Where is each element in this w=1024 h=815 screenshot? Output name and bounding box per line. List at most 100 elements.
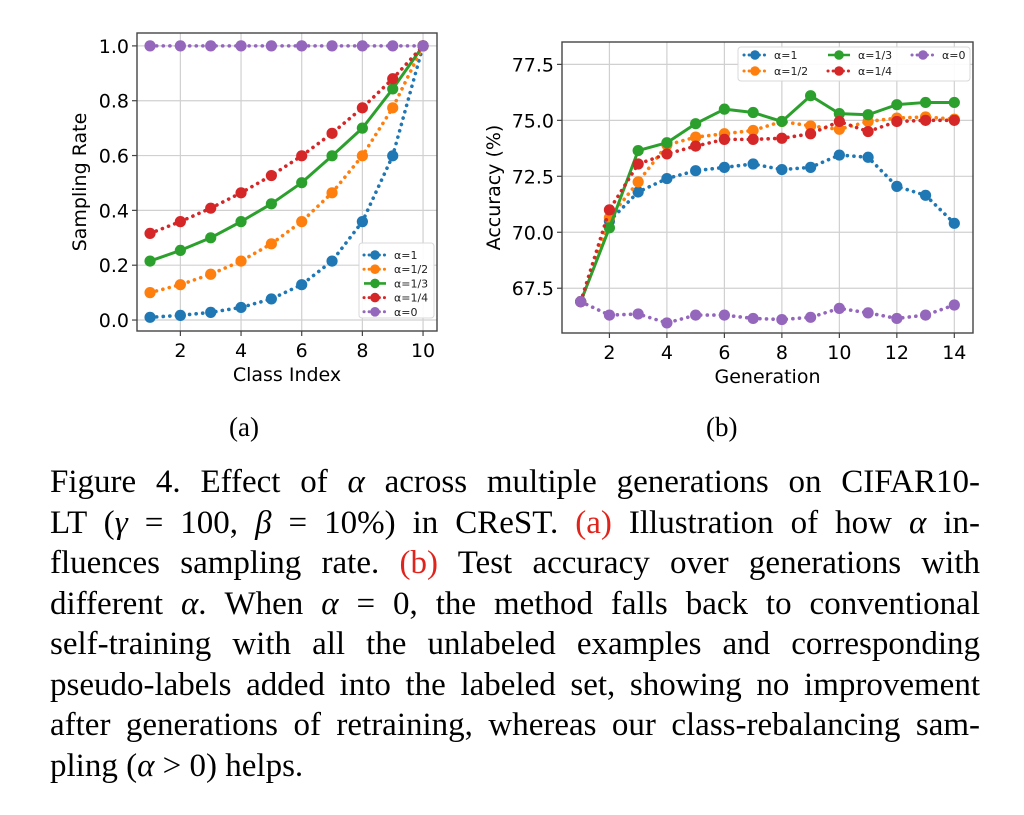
figure-charts: 2 4 6 8 10 0.0 0.2 0.4 0.6 0.8 1.0 Class Index Sampl… xyxy=(69,32,974,388)
data-point xyxy=(235,40,247,52)
y-tick-label: 72.5 xyxy=(512,166,554,188)
caption-text: . When xyxy=(198,585,322,622)
series-α=1 xyxy=(144,40,429,323)
series-α=1/4 xyxy=(575,114,960,308)
legend-marker-dot xyxy=(370,264,380,275)
data-point xyxy=(632,186,644,198)
legend-label: α=0 xyxy=(942,49,965,62)
data-point xyxy=(265,40,277,52)
legend-label: α=1/4 xyxy=(858,65,892,78)
y-tick-label: 0.4 xyxy=(99,200,129,222)
series-line xyxy=(578,118,957,304)
data-point xyxy=(747,106,759,119)
x-tick-label: 10 xyxy=(411,340,435,362)
x-tick-label: 2 xyxy=(174,340,186,362)
x-tick-label: 2 xyxy=(603,342,615,364)
x-tick-label: 12 xyxy=(885,342,909,364)
axes-frame xyxy=(561,41,974,334)
x-tick-label: 4 xyxy=(235,340,247,362)
y-tick-label: 67.5 xyxy=(512,278,554,300)
data-point xyxy=(603,204,616,216)
legend-label: α=1/4 xyxy=(394,292,428,305)
caption-line: pling (α > 0) helps. xyxy=(50,746,980,787)
data-point xyxy=(205,268,217,280)
data-point xyxy=(296,40,308,52)
data-point xyxy=(891,115,903,128)
legend-entry: α=1/4 xyxy=(362,292,428,305)
data-point xyxy=(948,114,960,126)
data-point xyxy=(632,176,644,188)
subfigure-reference-link[interactable]: (b) xyxy=(399,545,438,581)
series-line xyxy=(578,115,957,304)
legend-entry: α=1/2 xyxy=(362,263,428,276)
data-point xyxy=(805,311,817,323)
x-tick-label: 8 xyxy=(356,340,368,362)
x-axis-title: Class Index xyxy=(233,364,341,386)
data-point xyxy=(919,189,932,201)
caption-line: different α. When α = 0, the method fall… xyxy=(50,584,980,625)
data-point xyxy=(718,309,730,321)
caption-text: LT ( xyxy=(50,504,115,541)
axes-frame xyxy=(136,32,438,332)
data-point xyxy=(174,309,186,321)
math-symbol: α xyxy=(137,747,155,784)
x-tick-label: 8 xyxy=(776,342,788,364)
caption-text: Illustration of how xyxy=(611,504,909,541)
data-point xyxy=(661,148,673,160)
legend-marker-dot xyxy=(370,250,380,260)
data-point xyxy=(205,232,217,244)
legend-marker-dot xyxy=(834,50,844,60)
series-line xyxy=(148,44,425,236)
data-point xyxy=(417,40,429,52)
data-point xyxy=(387,40,399,52)
data-point xyxy=(776,132,788,144)
data-point xyxy=(747,124,759,137)
data-point xyxy=(776,115,788,128)
legend-label: α=1/3 xyxy=(858,49,892,62)
data-point xyxy=(833,302,845,314)
data-point xyxy=(144,40,156,52)
y-axis-title: Accuracy (%) xyxy=(483,125,505,251)
caption-line: Figure 4. Effect of α across multiple ge… xyxy=(50,462,980,503)
caption-text: pseudo-labels added into the labeled set… xyxy=(50,666,980,703)
data-point xyxy=(718,133,730,145)
data-point xyxy=(356,102,368,114)
data-point xyxy=(296,216,308,228)
data-point xyxy=(862,125,874,138)
data-point xyxy=(603,222,616,234)
chart-b-accuracy: 2 4 6 8 10 12 14 67.5 70.0 72.5 75.0 77.5 Generation… xyxy=(483,41,974,388)
legend-label: α=0 xyxy=(394,306,417,319)
y-tick-label: 70.0 xyxy=(512,222,554,244)
data-point xyxy=(690,309,702,321)
data-point xyxy=(144,255,156,267)
legend-entry: α=0 xyxy=(362,306,417,319)
data-point xyxy=(891,99,903,111)
caption-text: Figure 4. Effect of xyxy=(50,464,348,500)
legend-marker-dot xyxy=(370,292,380,303)
data-point xyxy=(235,216,247,228)
caption-line: LT (γ = 100, β = 10%) in CReST. (a) Illu… xyxy=(50,503,980,544)
math-symbol: α xyxy=(347,464,365,500)
data-point xyxy=(833,115,845,128)
data-point xyxy=(296,279,308,291)
series-α=0 xyxy=(144,40,429,52)
data-point xyxy=(919,309,932,321)
legend-marker-dot xyxy=(370,278,380,289)
data-point xyxy=(833,123,845,135)
caption-text: across multiple generations on CIFAR10- xyxy=(364,464,980,500)
series-α=1/3 xyxy=(144,40,429,267)
data-point xyxy=(747,312,759,325)
caption-line: fluences sampling rate. (b) Test accurac… xyxy=(50,543,980,584)
legend-label: α=1/2 xyxy=(774,65,808,78)
data-point xyxy=(862,307,874,319)
data-point xyxy=(265,293,277,305)
x-tick-label: 4 xyxy=(661,342,673,364)
data-point xyxy=(144,227,156,240)
data-point xyxy=(805,128,817,140)
subfigure-reference-link[interactable]: (a) xyxy=(575,504,612,541)
x-tick-label: 6 xyxy=(296,340,308,362)
caption-text: pling ( xyxy=(50,747,138,784)
data-point xyxy=(235,301,247,314)
data-point xyxy=(174,279,186,291)
data-point xyxy=(144,311,156,323)
